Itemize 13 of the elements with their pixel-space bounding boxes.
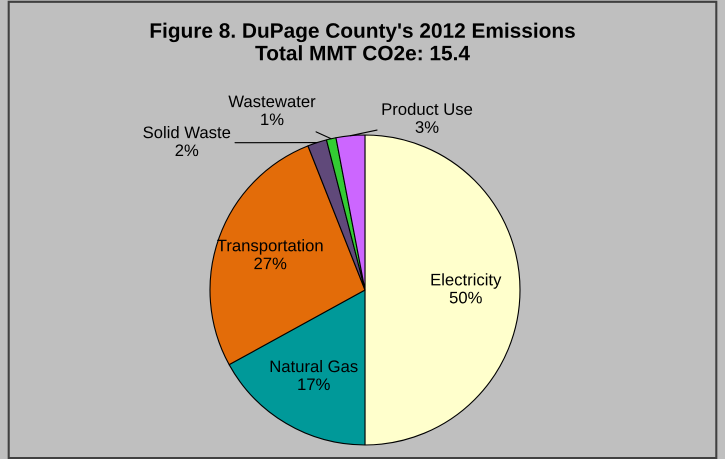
data-label: 2% <box>176 144 198 156</box>
slice-label: Electricity <box>431 273 502 289</box>
data-label: 17% <box>298 378 330 390</box>
slice-label: Natural Gas <box>270 360 358 372</box>
slice-label: Transportation <box>217 239 323 255</box>
slice-label: Wastewater <box>228 96 316 108</box>
slice-label: Product Use <box>382 102 472 115</box>
slice-label: Solid Waste <box>143 126 230 138</box>
data-label: 3% <box>416 121 438 133</box>
data-label: 50% <box>450 292 482 304</box>
data-label: 27% <box>254 258 286 270</box>
data-label: 1% <box>261 113 284 126</box>
chart-title: Figure 8. DuPage County's 2012 Emissions Total MMT CO2e: 15.4 <box>150 22 575 60</box>
